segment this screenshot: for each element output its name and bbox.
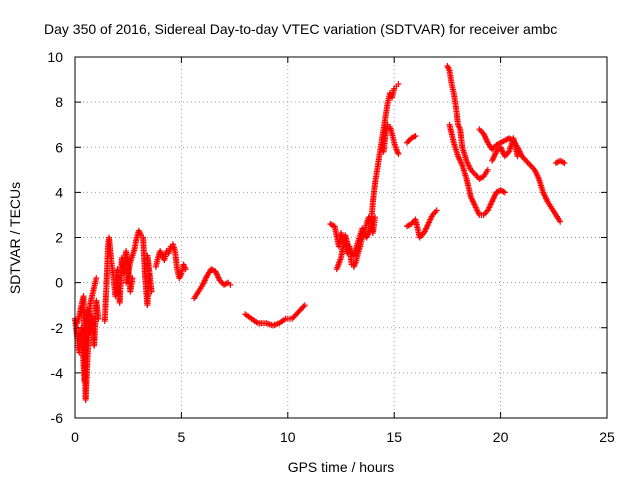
y-tick-label: 6 xyxy=(55,139,63,155)
y-tick-label: 2 xyxy=(55,230,63,246)
data-point xyxy=(182,266,189,273)
x-axis-label: GPS time / hours xyxy=(288,459,395,475)
data-point xyxy=(395,151,402,158)
data-point xyxy=(514,153,521,160)
y-tick-label: 4 xyxy=(55,184,63,200)
plot-frame xyxy=(74,56,608,419)
x-tick-label: 10 xyxy=(280,429,296,445)
data-point xyxy=(95,315,102,322)
data-point xyxy=(501,189,508,196)
data-point xyxy=(227,281,234,288)
x-tick-label: 25 xyxy=(599,429,615,445)
y-tick-label: -4 xyxy=(51,365,64,381)
data-points xyxy=(72,63,568,403)
y-tick-label: -6 xyxy=(51,410,64,426)
data-point xyxy=(93,275,100,282)
data-point xyxy=(300,303,307,310)
y-axis-label: SDTVAR / TECUs xyxy=(7,182,23,294)
data-point xyxy=(412,132,419,139)
y-tick-label: 10 xyxy=(47,49,63,65)
x-tick-label: 15 xyxy=(386,429,402,445)
grid xyxy=(75,57,607,418)
data-point xyxy=(557,218,564,225)
y-tick-label: 0 xyxy=(55,275,63,291)
data-point xyxy=(484,166,491,173)
y-tick-label: -2 xyxy=(51,320,64,336)
chart-title: Day 350 of 2016, Sidereal Day-to-day VTE… xyxy=(44,21,557,37)
x-tick-label: 5 xyxy=(178,429,186,445)
data-point xyxy=(561,160,568,167)
data-point xyxy=(301,302,308,309)
data-point xyxy=(148,288,155,295)
data-point xyxy=(395,81,402,88)
x-tick-label: 0 xyxy=(71,429,79,445)
data-point xyxy=(433,207,440,214)
data-point xyxy=(129,275,136,282)
y-tick-label: 8 xyxy=(55,94,63,110)
x-tick-label: 20 xyxy=(493,429,509,445)
